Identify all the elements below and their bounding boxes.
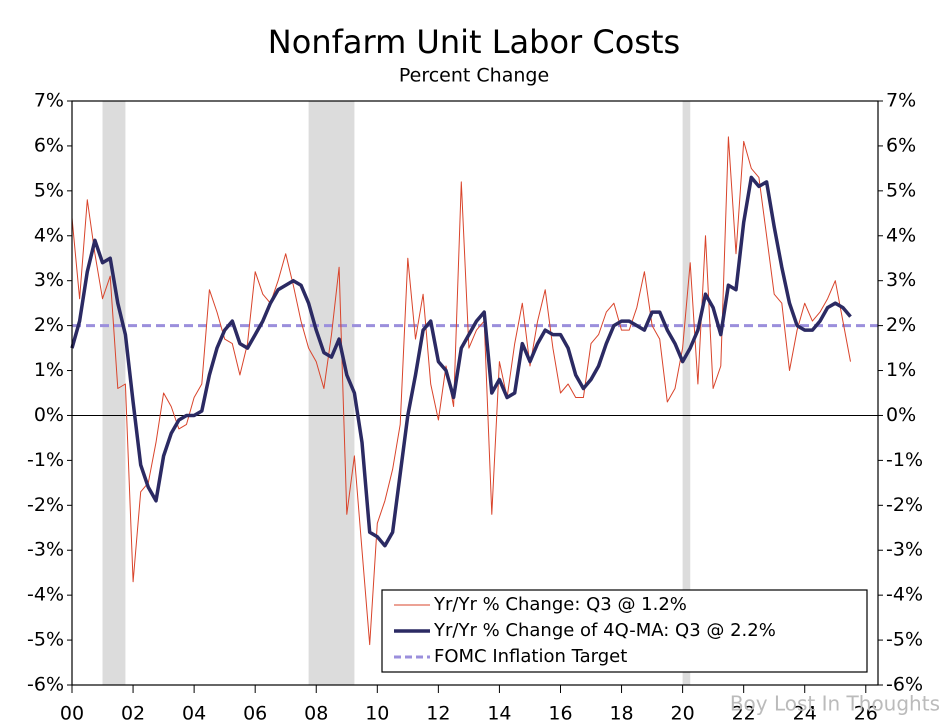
y-tick-label: 0% xyxy=(34,404,64,426)
series-line xyxy=(70,175,852,548)
y-tick-label: -6% xyxy=(27,674,64,696)
x-tick-label: 10 xyxy=(365,703,389,725)
x-tick-label: 04 xyxy=(182,703,206,725)
legend-label: FOMC Inflation Target xyxy=(434,646,627,667)
y-tick-label: -1% xyxy=(27,449,64,471)
y2-tick-label: 0% xyxy=(886,404,916,426)
x-tick-label: 24 xyxy=(793,703,817,725)
y-tick-label: 1% xyxy=(34,359,64,381)
x-tick-label: 20 xyxy=(671,703,695,725)
y-tick-label: -5% xyxy=(27,629,64,651)
watermark: Boy Lost In Thoughts xyxy=(730,692,940,716)
chart-subtitle: Percent Change xyxy=(399,65,549,87)
y2-tick-label: 7% xyxy=(886,90,916,112)
x-tick-label: 12 xyxy=(426,703,450,725)
y-tick-label: 7% xyxy=(34,90,64,112)
y-tick-label: -2% xyxy=(27,494,64,516)
y2-tick-label: 1% xyxy=(886,359,916,381)
y2-tick-label: -2% xyxy=(886,494,923,516)
y2-tick-label: -3% xyxy=(886,539,923,561)
plot-frame xyxy=(71,100,879,686)
y2-tick-label: 4% xyxy=(886,224,916,246)
x-tick-label: 18 xyxy=(609,703,633,725)
x-tick-label: 08 xyxy=(304,703,328,725)
y-tick-label: -4% xyxy=(27,584,64,606)
y2-tick-label: 6% xyxy=(886,134,916,156)
x-tick-label: 16 xyxy=(548,703,572,725)
y-tick-label: 5% xyxy=(34,179,64,201)
legend-label: Yr/Yr % Change: Q3 @ 1.2% xyxy=(433,594,687,615)
legend-box xyxy=(381,589,868,673)
y-tick-label: 2% xyxy=(34,314,64,336)
y2-tick-label: -1% xyxy=(886,449,923,471)
x-tick-label: 06 xyxy=(243,703,267,725)
y-tick-label: 6% xyxy=(34,134,64,156)
y-tick-label: -3% xyxy=(27,539,64,561)
y2-tick-label: -6% xyxy=(886,674,923,696)
series-line xyxy=(71,136,851,646)
x-tick-label: 26 xyxy=(854,703,878,725)
legend-label: Yr/Yr % Change of 4Q-MA: Q3 @ 2.2% xyxy=(433,620,776,641)
y2-tick-label: -4% xyxy=(886,584,923,606)
y-tick-label: 3% xyxy=(34,269,64,291)
x-tick-label: 14 xyxy=(487,703,511,725)
x-tick-label: 22 xyxy=(732,703,756,725)
y2-tick-label: 5% xyxy=(886,179,916,201)
y2-tick-label: 2% xyxy=(886,314,916,336)
recession-shade xyxy=(308,101,355,685)
recession-shade xyxy=(682,101,691,685)
y-tick-label: 4% xyxy=(34,224,64,246)
x-tick-label: 00 xyxy=(60,703,84,725)
y2-tick-label: -5% xyxy=(886,629,923,651)
chart-title: Nonfarm Unit Labor Costs xyxy=(268,23,680,61)
recession-shade xyxy=(102,101,126,685)
x-tick-label: 02 xyxy=(121,703,145,725)
y2-tick-label: 3% xyxy=(886,269,916,291)
